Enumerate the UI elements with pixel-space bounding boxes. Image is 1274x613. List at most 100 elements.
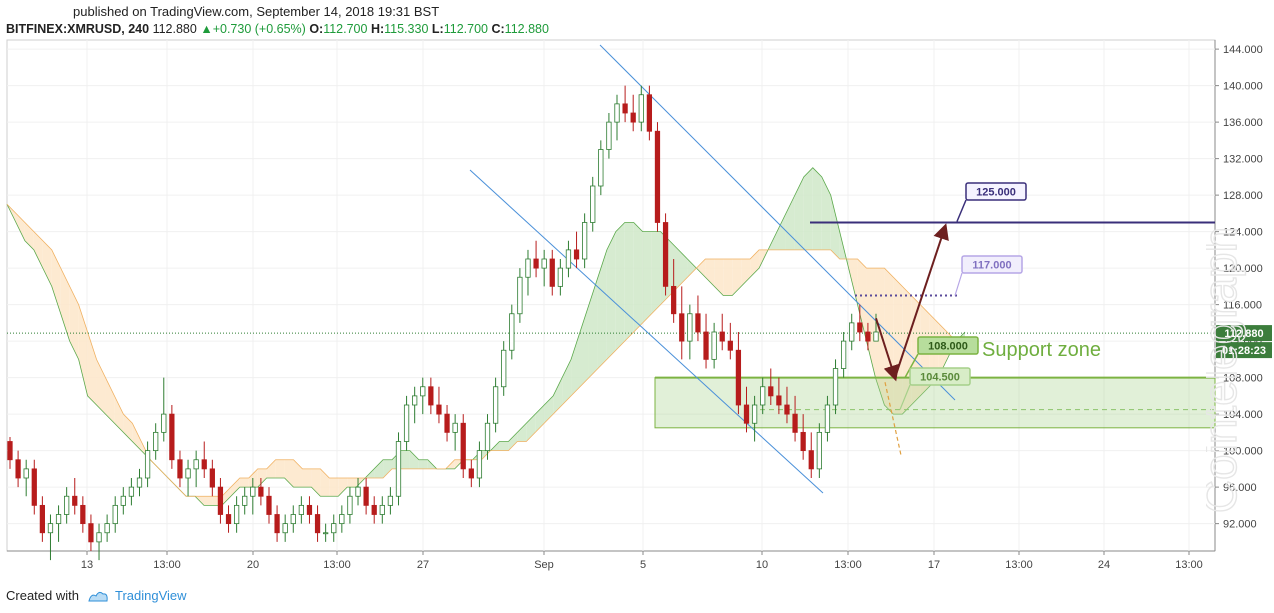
cloud-segment [338, 478, 348, 497]
countdown-badge-label: 01:28:23 [1222, 345, 1266, 357]
countdown-badge [1216, 342, 1272, 359]
cloud-segment [374, 459, 384, 478]
alt-dashed-arrow [884, 382, 902, 456]
candle-body [339, 514, 345, 525]
candle-body [420, 386, 426, 397]
candle-body [136, 477, 143, 488]
cloud-segment [418, 459, 428, 469]
cloud-segment [562, 359, 572, 405]
candle-body [282, 523, 288, 534]
x-tick-label: 13:00 [153, 559, 181, 571]
candle-body [630, 112, 636, 123]
candle-body [671, 285, 677, 315]
cloud-segment [293, 459, 303, 488]
candle-body [258, 486, 264, 497]
price-change: ▲+0.730 (+0.65%) [200, 22, 306, 36]
candle-body [112, 504, 118, 525]
cloud-segment [383, 459, 392, 478]
candle-body [39, 504, 45, 534]
candle-body [242, 495, 248, 506]
cloud-segment [803, 167, 813, 250]
candle-body [484, 422, 491, 452]
candle-body [72, 495, 78, 506]
cloud-segment [821, 176, 831, 250]
candle-body [193, 459, 199, 470]
candle-body [549, 258, 555, 287]
y-tick-label: 116.000 [1223, 300, 1262, 312]
cloud-segment [732, 259, 742, 296]
y-tick-label: 96.000 [1223, 482, 1257, 494]
tradingview-brand[interactable]: TradingView [87, 588, 187, 603]
cloud-segment [78, 304, 88, 396]
last-price: 112.880 [152, 22, 197, 36]
cloud-segment [857, 259, 867, 342]
target-mid-pointer [954, 272, 963, 296]
candle-body [379, 504, 385, 515]
cloud-segment [714, 259, 724, 296]
cloud-segment [571, 332, 581, 396]
candle-body [711, 331, 717, 360]
last-price-badge-label: 112.880 [1224, 328, 1263, 340]
published-line: published on TradingView.com, September … [73, 4, 440, 19]
tradingview-logo-icon [88, 591, 108, 601]
candle-body [387, 495, 394, 506]
created-with-text: Created with [6, 588, 79, 603]
candle-body [654, 130, 661, 223]
cloud-segment [848, 259, 858, 305]
candle-body [47, 523, 54, 534]
last-price-badge [1216, 325, 1272, 342]
cloud-segment [615, 222, 625, 351]
candle-body [808, 450, 814, 470]
candle-body [274, 514, 280, 534]
y-tick-label: 100.000 [1223, 446, 1263, 458]
cloud-segment [794, 176, 804, 250]
candle-body [816, 431, 822, 470]
candle-body [169, 413, 175, 461]
candle-body [541, 258, 547, 269]
candle-body [849, 322, 855, 342]
candle-body [614, 103, 620, 123]
target-mid-callout-box [961, 255, 1023, 274]
cloud-segment [597, 249, 607, 369]
cloud-segment [87, 332, 97, 405]
tradingview-brand-text: TradingView [114, 588, 187, 603]
cloud-segment [588, 277, 598, 378]
y-tick-label: 104.000 [1223, 409, 1263, 421]
candle-body [217, 486, 224, 515]
cloud-segment [105, 377, 115, 424]
candle-body [347, 495, 353, 515]
cloud-segment [347, 478, 357, 488]
cloud-segment [902, 286, 912, 415]
y-tick-label: 140.000 [1223, 81, 1263, 93]
candle-body [573, 249, 580, 260]
candle-body [501, 349, 507, 388]
candle-body [452, 422, 458, 433]
candle-body [355, 486, 361, 497]
cloud-segment [15, 213, 25, 241]
candle-body [290, 514, 296, 525]
candle-body [177, 459, 183, 479]
candle-body [128, 486, 135, 497]
x-tick-label: 27 [417, 559, 429, 571]
candle-body [638, 94, 644, 123]
cloud-segment [517, 423, 527, 442]
candle-body [323, 532, 329, 535]
cloud-segment [400, 450, 410, 469]
candle-body [436, 404, 442, 415]
candle-body [64, 495, 70, 515]
candle-body [23, 468, 29, 479]
open-value: 112.700 [323, 22, 368, 36]
svg-text:Cointelegraph: Cointelegraph [1206, 227, 1246, 513]
candle-body [153, 431, 159, 452]
y-tick-label: 144.000 [1223, 44, 1263, 56]
channel-upper-line [599, 44, 956, 401]
symbol-name: BITFINEX:XMRUSD, 240 [6, 22, 150, 36]
candle-body [784, 404, 790, 415]
cloud-segment [624, 222, 634, 342]
candle-body [225, 514, 232, 525]
high-label: H: [370, 22, 385, 36]
cloud-segment [42, 240, 52, 287]
candle-body [31, 468, 37, 506]
candle-body [468, 468, 474, 479]
